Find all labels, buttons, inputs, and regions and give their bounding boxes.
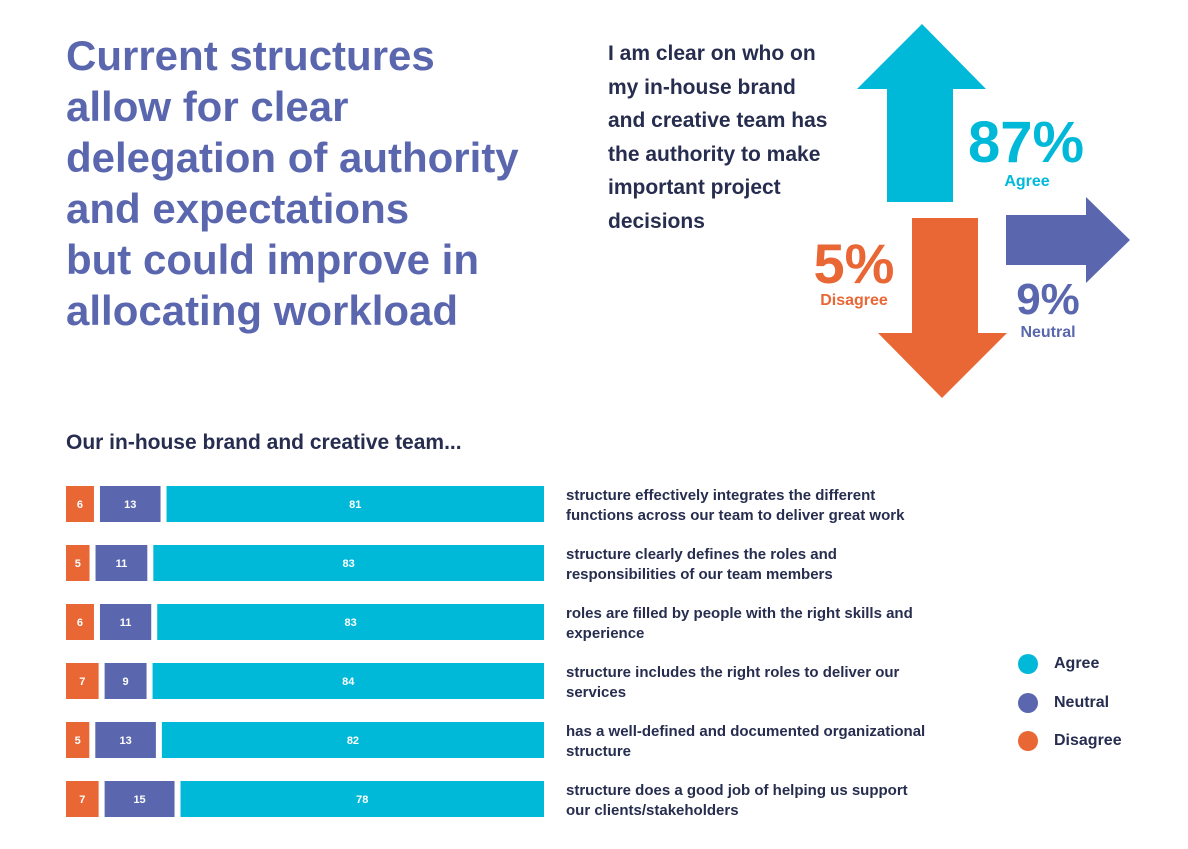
chart-title: Our in-house brand and creative team... xyxy=(66,431,462,454)
bar-category-label-line: experience xyxy=(566,625,645,642)
bar-value-agree-row-3: 83 xyxy=(344,617,356,629)
neutral-percent: 9% xyxy=(1016,275,1080,324)
bar-category-label-line: functions across our team to deliver gre… xyxy=(566,507,905,524)
bar-agree-row-4 xyxy=(152,663,544,699)
bar-category-label: has a well-defined and documented organi… xyxy=(566,722,956,762)
statement-line: and creative team has xyxy=(608,109,828,132)
bar-value-neutral-row-3: 11 xyxy=(120,617,132,629)
agree-percent: 87% xyxy=(968,110,1084,175)
bar-value-neutral-row-2: 11 xyxy=(116,558,128,570)
bar-category-label-line: has a well-defined and documented organi… xyxy=(566,723,926,740)
bar-category-label-line: structure includes the right roles to de… xyxy=(566,664,900,681)
bar-neutral-row-5 xyxy=(95,722,156,758)
bar-value-neutral-row-4: 9 xyxy=(123,676,129,688)
statement-line: the authority to make xyxy=(608,142,821,166)
bar-category-label-line: structure does a good job of helping us … xyxy=(566,782,908,799)
bar-agree-row-2 xyxy=(153,545,545,581)
bar-disagree-row-2 xyxy=(66,545,90,581)
bar-neutral-row-4 xyxy=(104,663,147,699)
bar-disagree-row-1 xyxy=(66,486,94,522)
bar-value-neutral-row-6: 15 xyxy=(133,794,145,806)
statement-line: important project xyxy=(608,176,781,199)
legend-dot-disagree xyxy=(1018,731,1038,752)
bar-disagree-row-6 xyxy=(66,781,99,817)
bar-value-agree-row-5: 82 xyxy=(347,735,359,747)
bar-category-label-line: structure effectively integrates the dif… xyxy=(566,487,876,504)
bar-category-label-line: structure clearly defines the roles and xyxy=(566,546,837,563)
disagree-down-arrow-icon xyxy=(878,218,1007,398)
bar-neutral-row-1 xyxy=(99,486,161,522)
bar-category-label-line: responsibilities of our team members xyxy=(566,566,833,583)
bar-value-neutral-row-1: 13 xyxy=(124,499,136,511)
agree-label: Agree xyxy=(1004,173,1049,190)
bar-category-label-line: services xyxy=(566,684,627,701)
neutral-label: Neutral xyxy=(1020,324,1075,341)
bar-agree-row-1 xyxy=(166,486,545,522)
headline: Current structures allow for clear deleg… xyxy=(66,30,586,336)
bar-value-disagree-row-1: 6 xyxy=(77,499,83,511)
bar-category-label: structure effectively integrates the dif… xyxy=(566,486,956,526)
headline-line: and expectations xyxy=(66,185,410,232)
neutral-right-arrow-icon xyxy=(1006,197,1130,283)
bar-agree-row-3 xyxy=(157,604,544,640)
legend-label-agree: Agree xyxy=(1054,655,1100,673)
statement-line: my in-house brand xyxy=(608,75,796,99)
bar-agree-row-6 xyxy=(180,781,544,817)
bar-value-agree-row-2: 83 xyxy=(343,558,355,570)
bar-value-disagree-row-2: 5 xyxy=(75,558,81,570)
summary-arrows: 87% Agree 5% Disagree 9% Neutral xyxy=(814,24,1130,398)
bar-value-disagree-row-5: 5 xyxy=(75,735,81,747)
agree-up-arrow-icon xyxy=(857,24,986,202)
bar-value-disagree-row-6: 7 xyxy=(79,794,85,806)
bar-category-label: roles are filled by people with the righ… xyxy=(566,604,956,644)
headline-line: delegation of authority xyxy=(66,134,519,181)
chart-legend: Agree Neutral Disagree xyxy=(1018,645,1122,761)
bar-neutral-row-3 xyxy=(99,604,152,640)
legend-item-disagree: Disagree xyxy=(1018,722,1122,761)
bar-disagree-row-4 xyxy=(66,663,99,699)
statement-line: I am clear on who on xyxy=(608,42,816,65)
bar-category-label: structure clearly defines the roles and r… xyxy=(566,545,956,585)
bar-value-agree-row-6: 78 xyxy=(356,794,368,806)
bar-disagree-row-5 xyxy=(66,722,90,758)
headline-line: but could improve in xyxy=(66,236,480,283)
statement-line: decisions xyxy=(608,209,705,233)
bar-neutral-row-6 xyxy=(104,781,175,817)
legend-label-disagree: Disagree xyxy=(1054,732,1122,750)
legend-dot-neutral xyxy=(1018,692,1038,713)
bar-value-neutral-row-5: 13 xyxy=(119,735,131,747)
disagree-percent: 5% xyxy=(814,232,895,295)
headline-line: allow for clear xyxy=(66,83,349,130)
headline-line: allocating workload xyxy=(66,287,459,334)
bar-value-disagree-row-4: 7 xyxy=(79,676,85,688)
disagree-label: Disagree xyxy=(820,292,888,309)
legend-dot-agree xyxy=(1018,654,1038,675)
bar-agree-row-5 xyxy=(161,722,544,758)
bar-category-label-line: our clients/stakeholders xyxy=(566,802,739,819)
bar-category-label-line: roles are filled by people with the righ… xyxy=(566,605,913,622)
legend-label-neutral: Neutral xyxy=(1054,693,1110,711)
bar-category-label-line: structure xyxy=(566,743,632,760)
headline-line: Current structures xyxy=(66,32,435,79)
bar-value-agree-row-4: 84 xyxy=(342,676,355,688)
legend-item-neutral: Neutral xyxy=(1018,684,1122,723)
bar-category-label: structure does a good job of helping us … xyxy=(566,781,956,821)
bar-neutral-row-2 xyxy=(95,545,148,581)
bar-value-agree-row-1: 81 xyxy=(349,499,361,511)
legend-item-agree: Agree xyxy=(1018,645,1122,684)
bar-category-label: structure includes the right roles to de… xyxy=(566,663,956,703)
survey-statement: I am clear on who on my in-house brand a… xyxy=(608,37,858,238)
bar-value-disagree-row-3: 6 xyxy=(77,617,83,629)
bar-disagree-row-3 xyxy=(66,604,94,640)
